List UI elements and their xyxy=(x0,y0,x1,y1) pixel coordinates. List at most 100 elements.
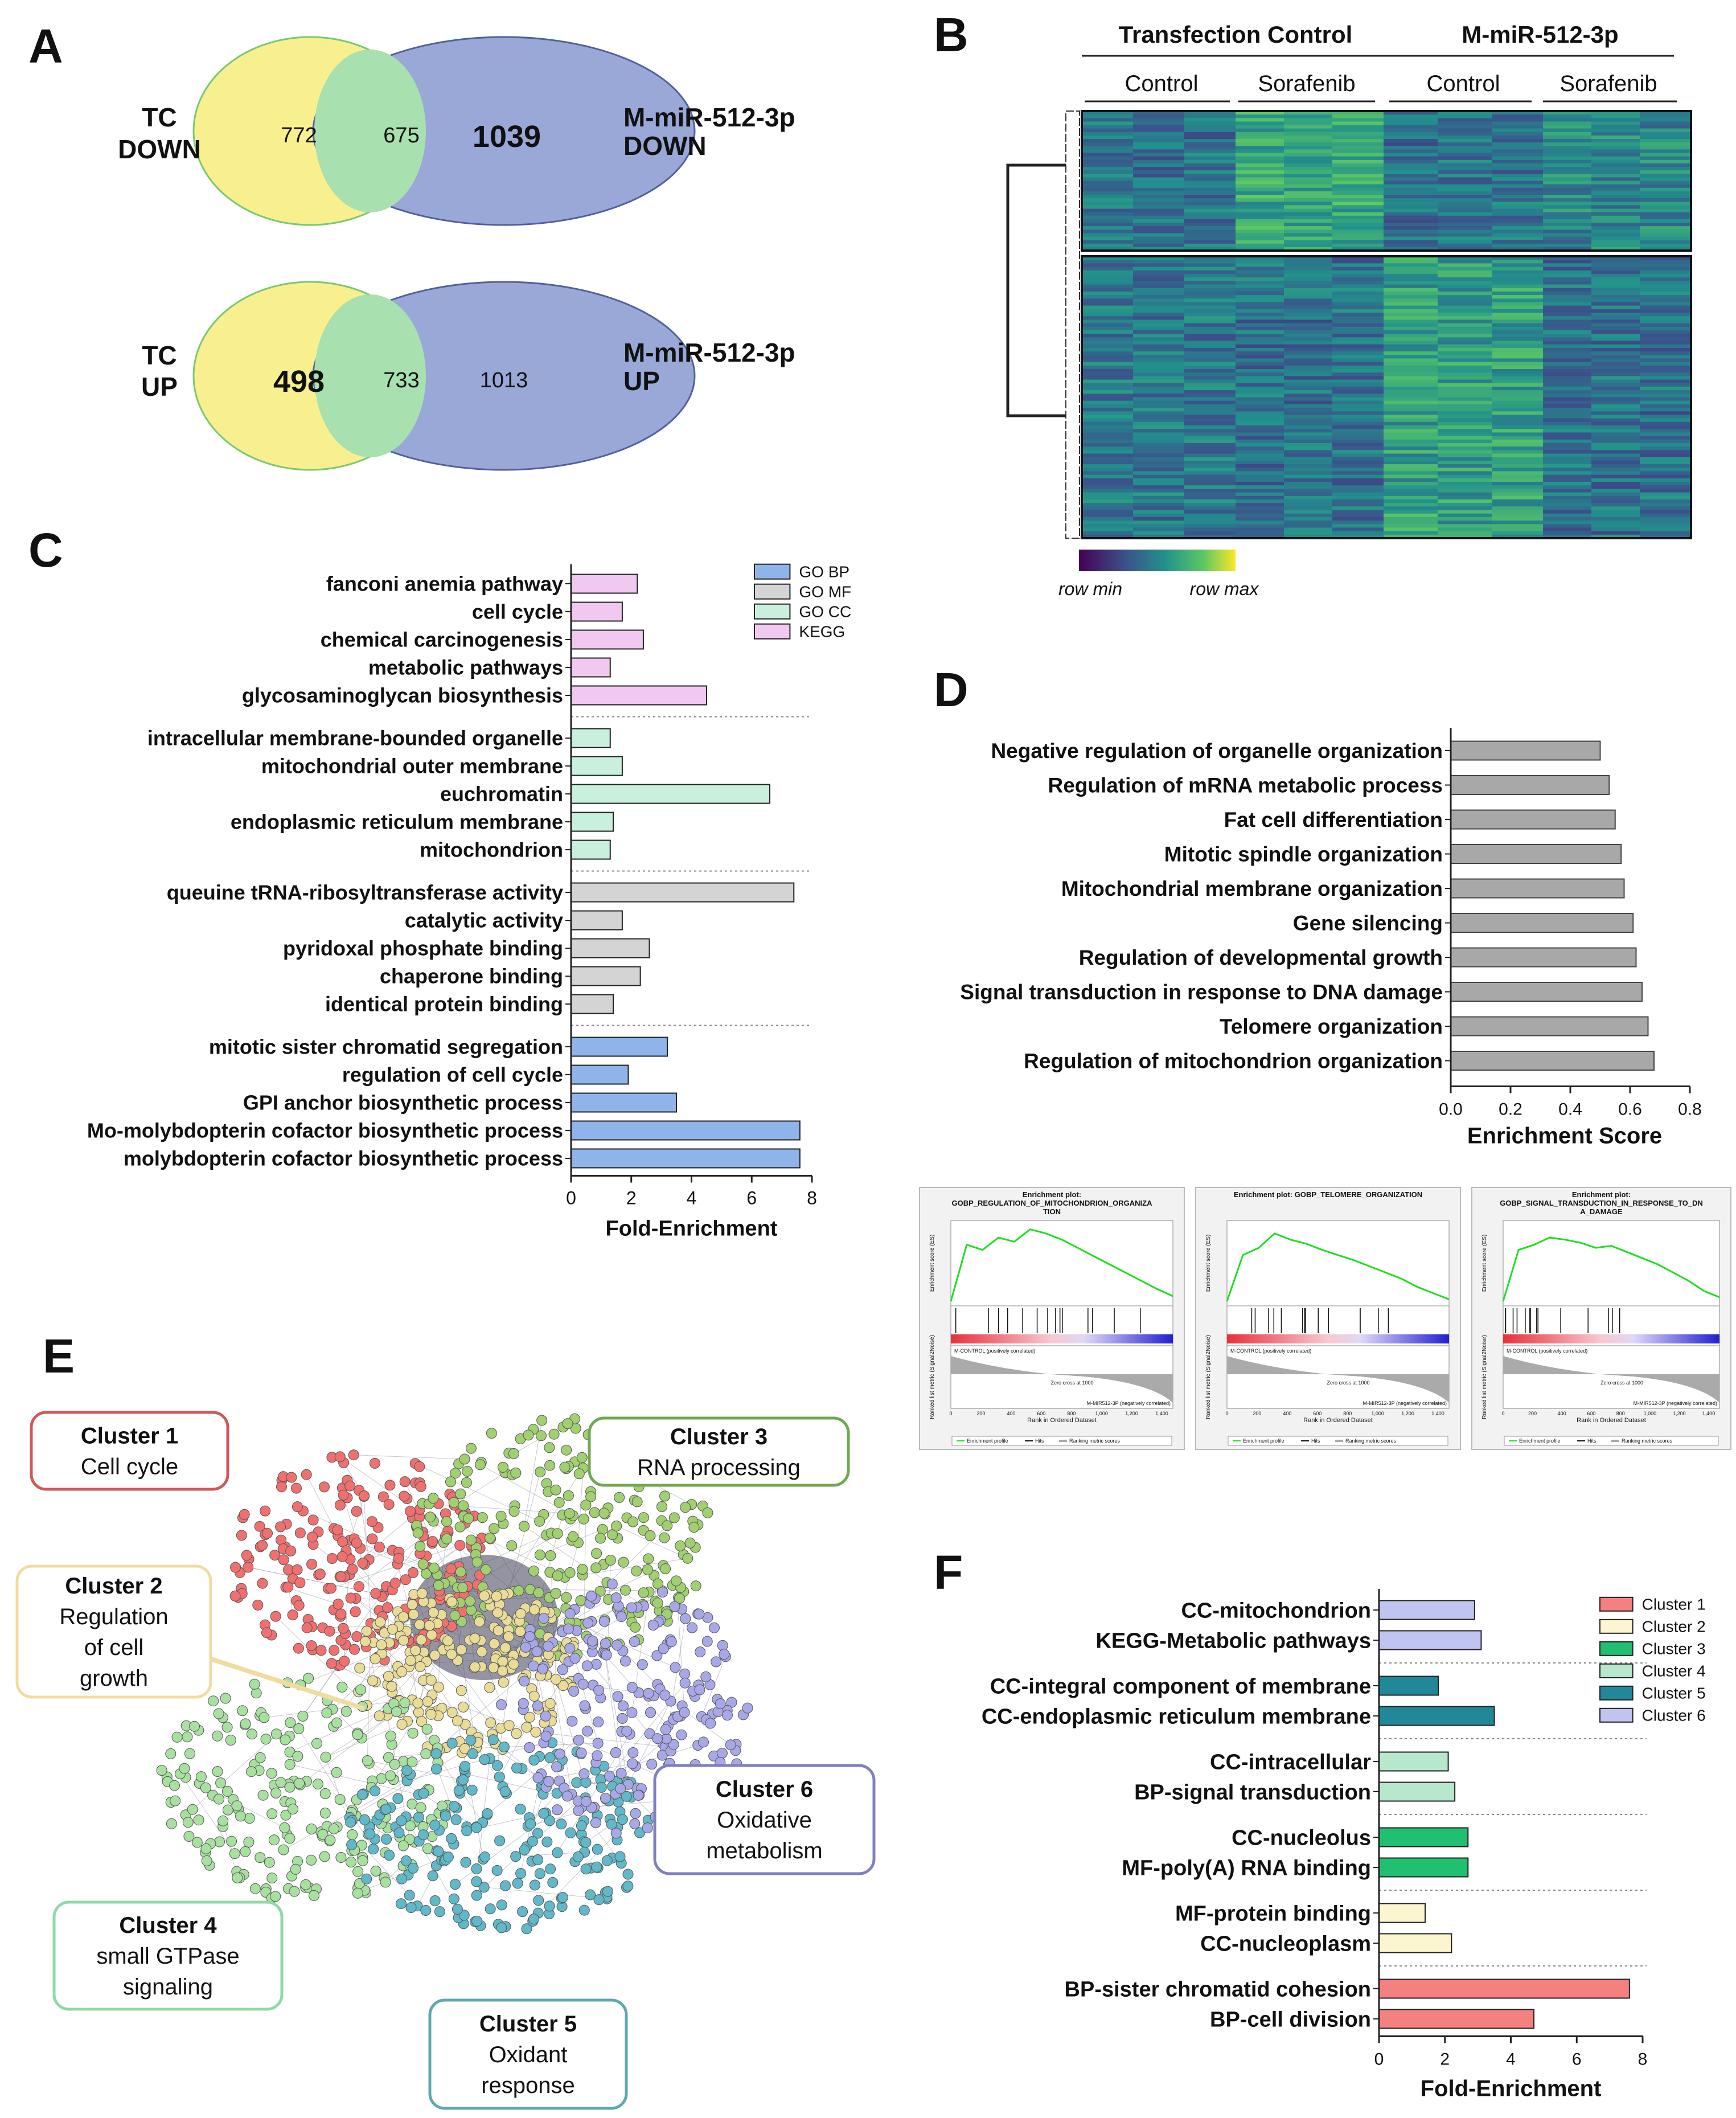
heatmap-cell xyxy=(1284,135,1333,140)
network-node xyxy=(333,1599,344,1610)
heatmap-cell xyxy=(1284,284,1333,289)
network-node xyxy=(564,1508,575,1519)
heatmap-cell xyxy=(1133,267,1185,271)
heatmap-cell xyxy=(1640,215,1692,220)
legend-label: GO BP xyxy=(799,563,849,580)
bar-category-label: CC-integral component of membrane xyxy=(990,1674,1371,1698)
network-node xyxy=(497,1665,508,1677)
heatmap-cell xyxy=(1543,524,1592,528)
heatmap-cell xyxy=(1332,132,1384,136)
heatmap-cell xyxy=(1332,236,1384,241)
heatmap-cell xyxy=(1284,309,1333,313)
heatmap-cell xyxy=(1384,111,1438,115)
heatmap-sub-label: Control xyxy=(1427,71,1500,96)
network-node xyxy=(165,1748,177,1759)
bar-category-label: queuine tRNA-ribosyltransferase activity xyxy=(167,881,563,904)
network-node xyxy=(416,1634,427,1645)
heatmap-cell xyxy=(1133,394,1185,398)
heatmap-cell xyxy=(1236,223,1284,227)
network-node xyxy=(466,1604,477,1616)
network-edge xyxy=(367,1760,463,1780)
heatmap-cell xyxy=(1384,478,1438,482)
network-edge xyxy=(480,1464,570,1514)
heatmap-cell xyxy=(1082,156,1134,161)
network-node xyxy=(431,1763,442,1775)
heatmap-cell xyxy=(1543,174,1592,178)
heatmap-cell xyxy=(1284,408,1333,412)
network-node xyxy=(408,1862,419,1874)
heatmap-cell xyxy=(1082,288,1134,292)
network-node xyxy=(428,1607,439,1618)
heatmap-cell xyxy=(1082,457,1134,461)
heatmap-cell xyxy=(1284,288,1333,292)
network-node xyxy=(527,1836,538,1847)
network-node xyxy=(393,1552,404,1564)
heatmap-cell xyxy=(1236,531,1284,535)
network-node xyxy=(534,1515,545,1527)
rank-tick-label: 800 xyxy=(1343,1411,1352,1416)
heatmap-cell xyxy=(1284,425,1333,429)
network-node xyxy=(383,1499,395,1510)
heatmap-cell xyxy=(1591,386,1640,391)
heatmap-cell xyxy=(1082,233,1134,237)
network-node xyxy=(229,1848,240,1859)
heatmap-cell xyxy=(1236,142,1284,146)
heatmap-cell xyxy=(1184,288,1236,292)
venn-left-label: TC xyxy=(142,341,177,370)
heatmap-cell xyxy=(1640,132,1692,136)
network-node xyxy=(528,1755,540,1766)
heatmap-cell xyxy=(1438,170,1492,174)
rank-color-bar xyxy=(1227,1334,1449,1343)
heatmap-cell xyxy=(1284,499,1333,503)
heatmap-cell xyxy=(1184,159,1236,164)
heatmap-cell xyxy=(1384,125,1438,129)
heatmap-cell xyxy=(1543,506,1592,510)
heatmap-cell xyxy=(1640,355,1692,359)
network-node xyxy=(249,1883,261,1894)
heatmap-cell xyxy=(1284,337,1333,341)
network-node xyxy=(621,1726,633,1737)
network-node xyxy=(532,1772,544,1783)
heatmap-cell xyxy=(1284,323,1333,327)
network-edge xyxy=(454,1472,506,1506)
negative-phenotype-label: M-MIR512-3P (negatively correlated) xyxy=(1634,1400,1717,1406)
heatmap-cell xyxy=(1082,404,1134,408)
heatmap-cell xyxy=(1236,341,1284,345)
heatmap-cell xyxy=(1438,267,1492,271)
network-node xyxy=(380,1877,391,1888)
network-node xyxy=(292,1564,303,1575)
heatmap-cell xyxy=(1133,358,1185,363)
network-node xyxy=(471,1863,482,1874)
heatmap-cell xyxy=(1236,482,1284,486)
heatmap-cell xyxy=(1082,187,1134,192)
bar xyxy=(571,994,614,1014)
network-node xyxy=(519,1844,530,1855)
network-node xyxy=(495,1510,507,1522)
heatmap-cell xyxy=(1332,309,1384,313)
network-node xyxy=(171,1731,183,1743)
heatmap-cell xyxy=(1082,425,1134,429)
heatmap-cell xyxy=(1082,215,1134,220)
heatmap-cell xyxy=(1591,400,1640,405)
heatmap-cell xyxy=(1184,531,1236,535)
heatmap-cell xyxy=(1384,260,1438,264)
heatmap-cell xyxy=(1332,347,1384,352)
heatmap-cell xyxy=(1133,132,1185,136)
heatmap-cell xyxy=(1384,291,1438,296)
network-node xyxy=(289,1886,300,1897)
rank-axis-label: Rank in Ordered Dataset xyxy=(1027,1417,1097,1424)
positive-phenotype-label: M-CONTROL (positively correlated) xyxy=(1230,1348,1311,1354)
network-node xyxy=(581,1660,593,1672)
heatmap-cell xyxy=(1492,202,1544,206)
heatmap-cell xyxy=(1332,390,1384,394)
network-edge xyxy=(354,1455,465,1460)
heatmap-cell xyxy=(1640,468,1692,472)
heatmap-cell xyxy=(1543,436,1592,440)
heatmap-cell xyxy=(1640,277,1692,281)
network-node xyxy=(680,1613,691,1624)
heatmap-cell xyxy=(1284,223,1333,227)
heatmap-cell xyxy=(1236,159,1284,164)
heatmap-cell xyxy=(1543,379,1592,384)
